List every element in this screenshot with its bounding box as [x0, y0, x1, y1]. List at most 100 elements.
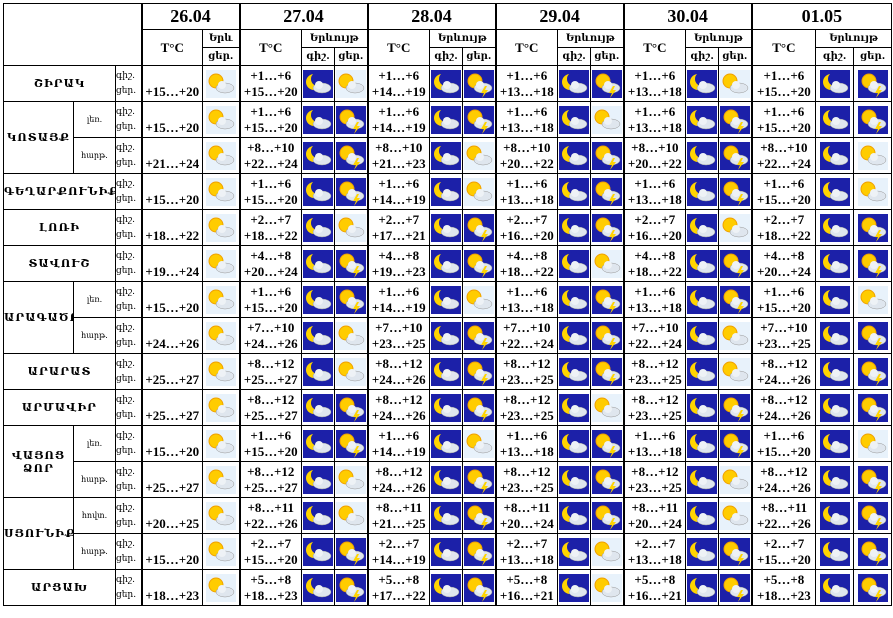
- temp-cell: +1…+6 +15…+20: [238, 101, 302, 138]
- icon-part: [736, 157, 744, 170]
- temp-cell: +2…+7 +16…+20: [622, 209, 687, 246]
- icon-part: [315, 584, 323, 593]
- day-temp: +23…+25: [371, 335, 426, 351]
- icon-part: [443, 116, 452, 125]
- day-temp: +17…+21: [371, 227, 426, 243]
- icon-part: [571, 296, 580, 305]
- night-temp: +1…+6: [378, 67, 420, 83]
- weather-icon: [819, 177, 850, 206]
- icon-part: [874, 337, 882, 350]
- icon-part: [699, 116, 708, 125]
- weather-icon: [819, 465, 850, 494]
- day-temp: +15…+20: [756, 551, 811, 567]
- icon-part: [831, 224, 840, 233]
- icon-part: [603, 80, 612, 89]
- weather-icon: [559, 249, 590, 278]
- temp-header: T°C: [238, 29, 302, 66]
- icon-part: [869, 260, 878, 269]
- weather-icon: [819, 69, 850, 98]
- icon-cell: [590, 389, 625, 426]
- day-temp: +23…+25: [499, 371, 554, 387]
- night-temp: +8…+12: [375, 391, 423, 407]
- icon-part: [874, 373, 882, 386]
- temp-blank: [144, 212, 202, 228]
- weather-icon: [431, 141, 462, 170]
- weather-icon: [559, 573, 590, 602]
- night-temp: +8…+12: [760, 463, 808, 479]
- icon-part: [699, 512, 708, 521]
- icon-part: [217, 296, 226, 305]
- corner: [3, 3, 142, 66]
- phenomenon-header: Երևույթ: [815, 29, 893, 48]
- weather-icon: [687, 285, 718, 314]
- day-temp: +13…+18: [499, 191, 554, 207]
- night-temp: +5…+8: [506, 571, 548, 587]
- day-temp: +21…+25: [371, 515, 426, 531]
- zone-row: հարթ. գիշ. ցեր. +15…+20 +2…+7 +15…+20 +2…+7 +1…: [4, 533, 893, 570]
- icon-part: [443, 260, 452, 269]
- icon-cell: [557, 389, 592, 426]
- night-temp: +7…+10: [760, 319, 808, 335]
- night-label: գիշ.: [116, 178, 135, 189]
- night-temp: +1…+6: [378, 427, 420, 443]
- day-label: ցեր.: [116, 265, 137, 276]
- icon-cell: [301, 461, 335, 498]
- temp-cell: +1…+6 +13…+18: [494, 281, 559, 318]
- icon-part: [475, 296, 484, 305]
- weather-icon: [431, 321, 462, 350]
- day-temp: +15…+20: [756, 299, 811, 315]
- icon-cell: [590, 317, 625, 354]
- icon-cell: [301, 65, 335, 102]
- temp-cell: +1…+6 +14…+19: [366, 281, 431, 318]
- icon-cell: [202, 137, 240, 174]
- night-temp: +8…+10: [631, 139, 679, 155]
- icon-cell: [718, 317, 753, 354]
- temp-cell: +15…+20: [140, 425, 203, 462]
- weather-icon: [431, 213, 462, 242]
- icon-part: [480, 265, 488, 278]
- icon-cell: [429, 245, 464, 282]
- icon-cell: [462, 497, 497, 534]
- phenomenon-header: Երև: [202, 29, 240, 48]
- icon-cell: [429, 533, 464, 570]
- night-temp: +1…+6: [250, 103, 292, 119]
- icon-part: [731, 548, 740, 557]
- icon-cell: [590, 137, 625, 174]
- weather-icon: [591, 501, 622, 530]
- icon-part: [736, 301, 744, 314]
- icon-part: [475, 512, 484, 521]
- icon-part: [603, 404, 612, 413]
- day-header: ցեր.: [202, 47, 240, 66]
- weather-icon: [719, 429, 750, 458]
- icon-part: [869, 152, 878, 161]
- icon-part: [475, 152, 484, 161]
- day-temp: +15…+20: [145, 551, 200, 567]
- icon-cell: [815, 497, 855, 534]
- icon-part: [608, 481, 616, 494]
- icon-cell: [853, 497, 893, 534]
- icon-cell: [557, 425, 592, 462]
- icon-part: [347, 260, 356, 269]
- icon-part: [731, 368, 740, 377]
- icon-part: [475, 548, 484, 557]
- temp-cell: +8…+11 +20…+24: [494, 497, 559, 534]
- icon-part: [731, 260, 740, 269]
- region-name: ՍՅՈՒՆԻՔ: [3, 497, 74, 570]
- weather-icon: [463, 285, 494, 314]
- night-temp: +1…+6: [506, 67, 548, 83]
- icon-part: [480, 85, 488, 98]
- temp-cell: +7…+10 +22…+24: [622, 317, 687, 354]
- icon-part: [869, 296, 878, 305]
- icon-part: [217, 584, 226, 593]
- weather-icon: [335, 357, 366, 386]
- weather-icon: [819, 285, 850, 314]
- day-temp: +15…+20: [145, 443, 200, 459]
- icon-part: [731, 584, 740, 593]
- icon-part: [831, 332, 840, 341]
- weather-icon: [719, 357, 750, 386]
- phenomenon-header: Երևույթ: [685, 29, 753, 48]
- weather-icon: [431, 69, 462, 98]
- icon-part: [731, 512, 740, 521]
- icon-part: [315, 188, 323, 197]
- day-temp: +15…+20: [756, 443, 811, 459]
